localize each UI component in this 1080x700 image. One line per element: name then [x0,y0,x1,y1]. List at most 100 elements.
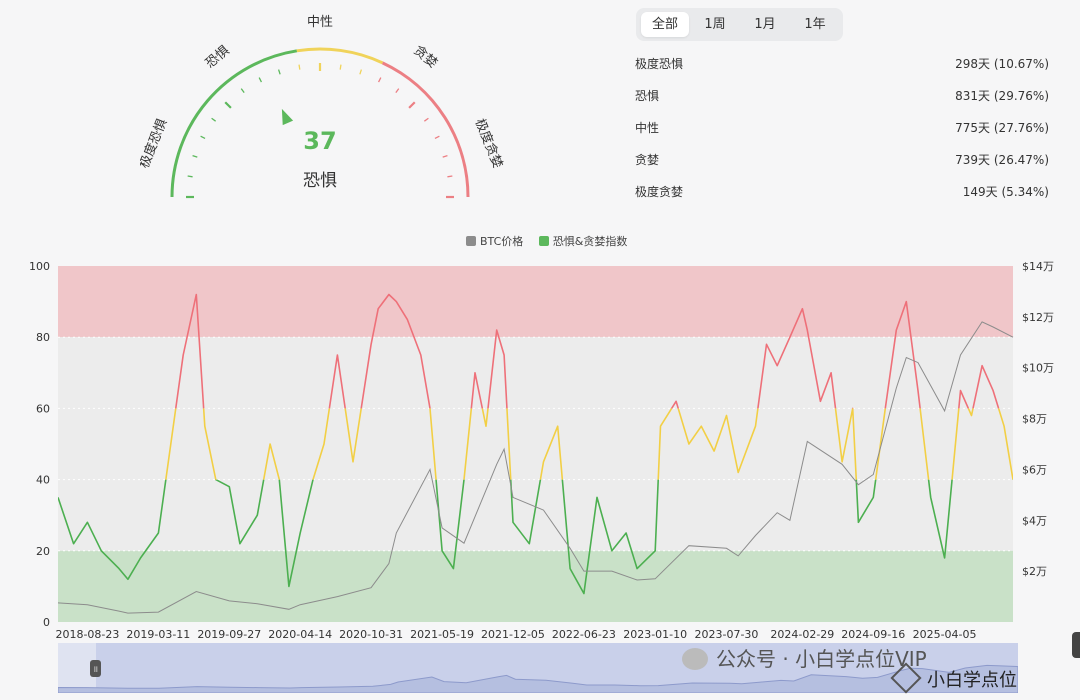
stat-neutral: 中性 775天 (27.76%) [635,119,1049,139]
zone-band [58,266,1013,338]
gauge-tick [434,135,440,140]
x-tick-label: 2019-03-11 [126,628,190,641]
stat-extreme-fear: 极度恐惧 298天 (10.67%) [635,55,1049,75]
zone-band [58,550,1013,622]
stat-greed: 贪婪 739天 (26.47%) [635,151,1049,171]
zone-label-extreme-fear: 极度恐惧 [140,116,170,170]
watermark-brand: 小白学点位 [890,662,1017,694]
gauge-arc-segment [170,49,298,198]
y-right-tick-label: $10万 [1022,362,1054,375]
gauge-tick [408,101,416,109]
gauge-tick [298,64,301,70]
chart-legend: BTC价格 恐惧&贪婪指数 [466,233,639,249]
stat-fear: 恐惧 831天 (29.76%) [635,87,1049,107]
x-tick-label: 2022-06-23 [552,628,616,641]
stat-value: 775天 (27.76%) [955,121,1049,135]
gauge-tick [447,175,453,178]
x-tick-label: 2023-01-10 [623,628,687,641]
legend-swatch-btc [466,236,476,246]
fng-series-line [58,479,1013,595]
x-tick-label: 2023-07-30 [694,628,758,641]
stat-label: 极度贪婪 [635,185,684,199]
gauge-tick [339,64,342,70]
x-tick-label: 2025-04-05 [913,628,977,641]
btc-price-line [57,321,1014,614]
y-right-tick-label: $12万 [1022,311,1054,324]
gauge-tick [377,77,382,83]
tab-1m[interactable]: 1月 [754,17,776,32]
y-right-tick-label: $4万 [1022,514,1047,527]
legend-label: BTC价格 [480,235,524,248]
y-right-tick-label: $8万 [1022,413,1047,426]
y-left-tick-label: 80 [36,331,50,344]
gauge-tick [240,88,245,94]
x-tick-label: 2019-09-27 [197,628,261,641]
gauge-tick [258,77,263,83]
range-slider[interactable]: ॥ [58,643,1018,693]
x-tick-label: 2020-04-14 [268,628,332,641]
watermark-brand-text: 小白学点位 [927,670,1017,691]
fear-greed-chart: 0 20 40 60 80 100 $2万 $4万 $6万 $8万 $10万 $12万 $14万 20… [29,260,1054,641]
gauge-label: 恐惧 [303,171,337,191]
legend-item-fng[interactable]: 恐惧&贪婪指数 [538,233,628,249]
gauge-tick [211,117,217,122]
gauge-tick [442,154,448,158]
stat-label: 贪婪 [635,153,660,167]
gauge-arc-segment [381,61,470,198]
brand-logo-icon [890,662,922,694]
legend-item-btc[interactable]: BTC价格 [466,233,523,249]
pause-icon: ॥ [93,665,98,675]
stat-value: 149天 (5.34%) [962,185,1049,199]
zone-label-greed: 贪婪 [410,43,440,71]
stat-value: 739天 (26.47%) [955,153,1049,167]
stat-value: 298天 (10.67%) [955,57,1049,71]
gauge-value: 37 [303,127,336,155]
range-slider-handle-left[interactable] [90,660,101,677]
y-left-tick-label: 100 [29,260,50,273]
fear-greed-gauge: 极度恐惧 恐惧 中性 贪婪 极度贪婪 37 恐惧 [140,15,506,199]
gauge-tick [277,69,281,75]
gauge-tick [423,117,429,122]
tab-1y[interactable]: 1年 [804,17,826,32]
gauge-tick [192,154,198,158]
gauge-arc-segment [296,47,384,65]
stat-value: 831天 (29.76%) [955,89,1049,103]
y-left-tick-label: 0 [43,616,50,629]
y-right-tick-label: $2万 [1022,565,1047,578]
gauge-tick [187,175,193,178]
watermark: 公众号 · 小白学点位VIP [682,643,927,672]
side-panel-toggle[interactable] [1072,632,1080,658]
tab-1w[interactable]: 1周 [704,17,726,32]
range-slider-preview [58,664,1018,693]
zone-label-fear: 恐惧 [202,42,232,71]
legend-label: 恐惧&贪婪指数 [552,235,628,248]
gauge-tick [224,101,232,109]
x-tick-label: 2021-12-05 [481,628,545,641]
x-tick-label: 2024-02-29 [770,628,834,641]
x-tick-label: 2020-10-31 [339,628,403,641]
legend-swatch-fng [538,236,549,246]
fng-series-line [165,408,1013,480]
gauge-pointer [281,108,294,126]
x-tick-label: 2018-08-23 [55,628,119,641]
stat-extreme-greed: 极度贪婪 149天 (5.34%) [635,183,1049,203]
watermark-text: 公众号 · 小白学点位VIP [716,647,927,671]
wechat-icon [682,648,708,670]
zone-label-neutral: 中性 [307,15,333,30]
x-tick-label: 2024-09-16 [841,628,905,641]
zone-label-extreme-greed: 极度贪婪 [472,116,506,170]
y-right-tick-label: $6万 [1022,463,1047,476]
y-right-tick-label: $14万 [1022,260,1054,273]
gauge-arc [170,47,470,198]
gauge-tick [359,69,363,75]
stat-label: 极度恐惧 [635,57,684,71]
time-range-tabs: 全部 1周 1月 1年 [636,8,843,41]
y-left-tick-label: 60 [36,402,50,415]
gauge-tick [200,135,206,140]
x-tick-label: 2021-05-19 [410,628,474,641]
y-left-tick-label: 40 [36,474,50,487]
gauge-ticks [186,63,454,199]
gauge-tick [395,88,400,94]
tab-all[interactable]: 全部 [641,12,689,37]
stat-label: 中性 [635,121,660,135]
